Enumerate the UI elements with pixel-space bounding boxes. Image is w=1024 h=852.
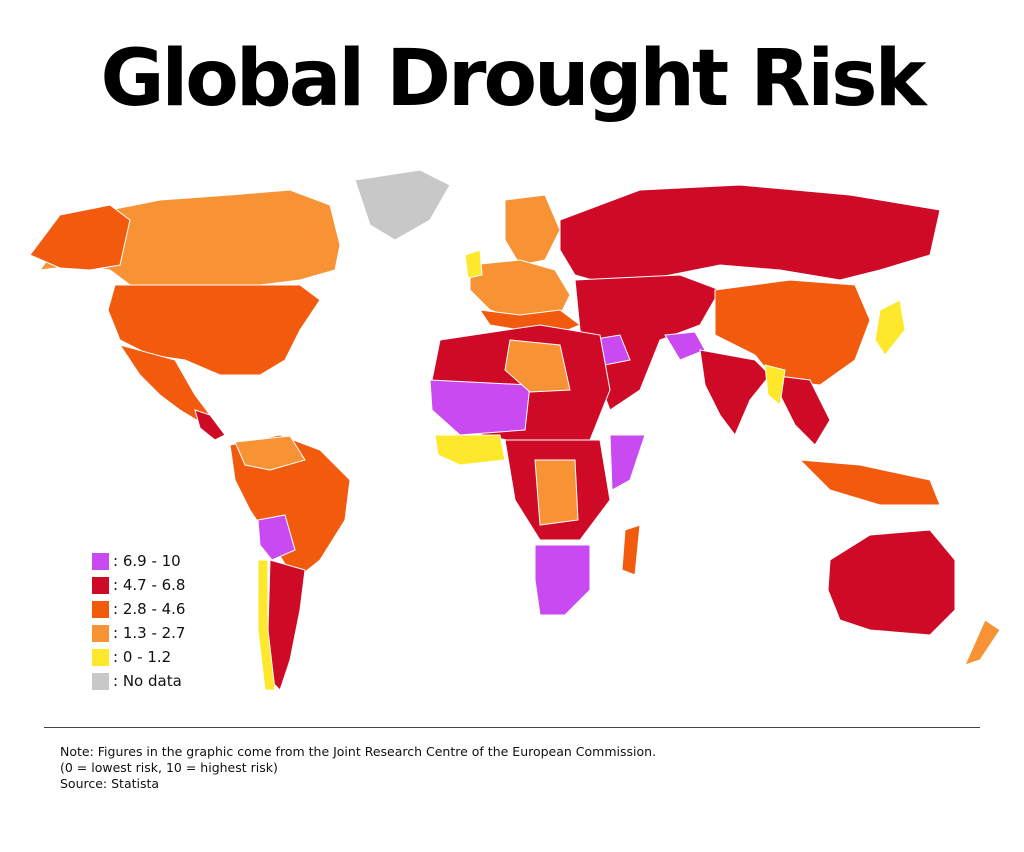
legend-swatch <box>92 552 109 570</box>
legend-label: : 1.3 - 2.7 <box>113 624 186 642</box>
region-alaska <box>29 204 131 271</box>
legend-label: : 2.8 - 4.6 <box>113 600 186 618</box>
legend-label: : 4.7 - 6.8 <box>113 576 186 594</box>
legend-swatch <box>92 576 109 594</box>
legend-swatch <box>92 624 109 642</box>
legend-item: : No data <box>92 670 185 692</box>
note-line: Note: Figures in the graphic come from t… <box>60 744 657 759</box>
region-usa <box>107 284 321 376</box>
legend-label: : No data <box>113 672 182 690</box>
region-china <box>714 279 871 386</box>
region-south-america-north <box>229 434 351 581</box>
region-algeria-libya <box>504 339 571 393</box>
region-australia <box>827 529 956 636</box>
region-southern-africa <box>534 544 591 616</box>
legend-item: : 6.9 - 10 <box>92 550 185 572</box>
region-sahel <box>429 379 531 436</box>
notes: Note: Figures in the graphic come from t… <box>60 744 656 792</box>
legend-item: : 0 - 1.2 <box>92 646 185 668</box>
region-colombia-venezuela <box>234 435 306 471</box>
legend-label: : 0 - 1.2 <box>113 648 172 666</box>
region-india <box>699 349 771 436</box>
divider <box>44 727 980 728</box>
region-japan <box>874 299 906 356</box>
region-west-africa <box>434 434 506 466</box>
region-central-america <box>194 409 226 441</box>
source-line: Source: Statista <box>60 776 160 791</box>
legend-swatch <box>92 672 109 690</box>
legend-item: : 4.7 - 6.8 <box>92 574 185 596</box>
region-madagascar <box>621 524 641 576</box>
region-scandinavia <box>504 194 561 266</box>
world-map <box>29 169 1001 691</box>
region-bolivia <box>257 514 296 561</box>
region-argentina <box>267 559 306 691</box>
legend-item: : 1.3 - 2.7 <box>92 622 185 644</box>
region-chile <box>257 559 276 691</box>
map-title: Global Drought Risk <box>100 34 927 124</box>
legend-label: : 6.9 - 10 <box>113 552 181 570</box>
region-congo <box>534 459 579 526</box>
region-indonesia <box>798 459 941 506</box>
note-line: (0 = lowest risk, 10 = highest risk) <box>60 760 278 775</box>
region-se-asia <box>769 374 831 446</box>
region-somalia <box>609 434 646 491</box>
region-afghanistan <box>664 331 706 361</box>
region-greenland <box>354 169 451 241</box>
region-myanmar <box>764 364 786 406</box>
region-russia <box>559 184 941 286</box>
legend-swatch <box>92 648 109 666</box>
legend-swatch <box>92 600 109 618</box>
legend: : 6.9 - 10 : 4.7 - 6.8 : 2.8 - 4.6 : 1.3 - … <box>92 550 185 694</box>
legend-item: : 2.8 - 4.6 <box>92 598 185 620</box>
region-uk <box>464 249 483 279</box>
region-new-zealand <box>964 619 1001 666</box>
